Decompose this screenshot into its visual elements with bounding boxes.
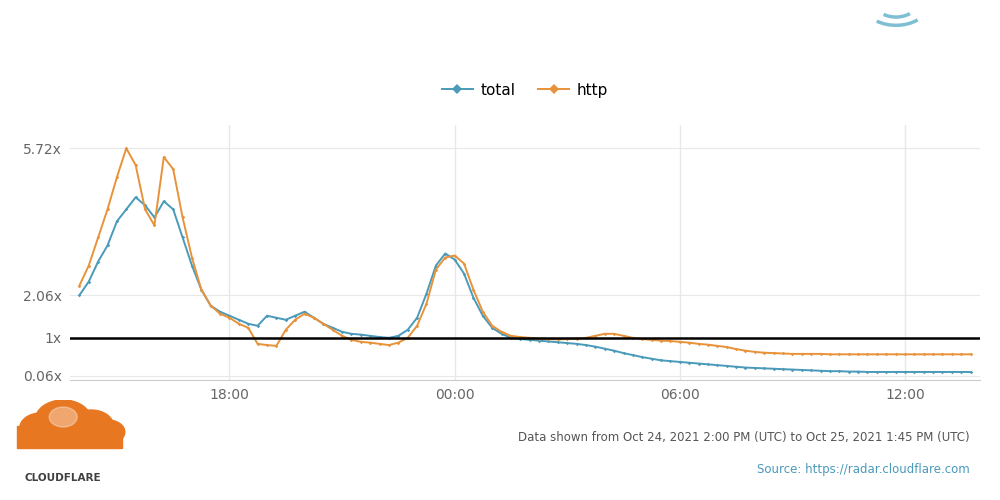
Circle shape: [91, 420, 125, 444]
Circle shape: [69, 410, 114, 442]
Wedge shape: [808, 28, 905, 158]
Text: Data shown from Oct 24, 2021 2:00 PM (UTC) to Oct 25, 2021 1:45 PM (UTC): Data shown from Oct 24, 2021 2:00 PM (UT…: [518, 432, 970, 444]
Text: Change in Internet Traffic in Sudan (Last 24 hours): Change in Internet Traffic in Sudan (Las…: [25, 45, 703, 69]
Circle shape: [20, 413, 62, 443]
Bar: [17, 426, 122, 448]
Circle shape: [49, 407, 77, 427]
Text: CLOUDFLARE: CLOUDFLARE: [25, 473, 102, 483]
Circle shape: [35, 400, 91, 440]
Circle shape: [952, 18, 968, 30]
Legend: total, http: total, http: [436, 76, 614, 104]
Text: Source: https://radar.cloudflare.com: Source: https://radar.cloudflare.com: [757, 464, 970, 476]
